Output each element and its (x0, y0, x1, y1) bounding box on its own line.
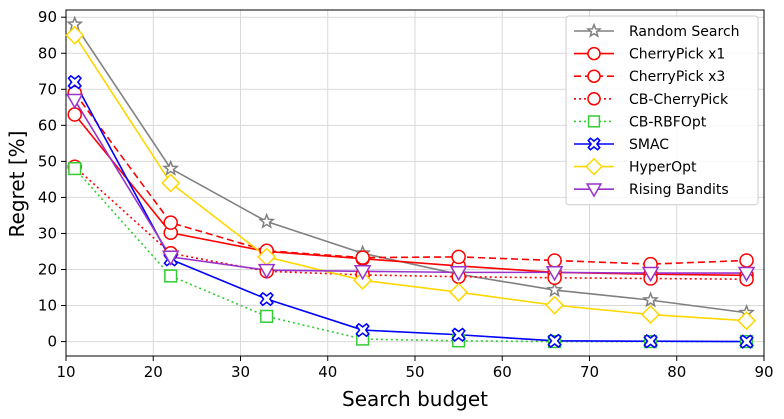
x-axis-label: Search budget (342, 387, 488, 411)
y-tick-label: 60 (38, 116, 57, 134)
legend-label: HyperOpt (629, 160, 697, 176)
data-point (641, 266, 660, 283)
series-markers (65, 15, 757, 349)
data-point (67, 74, 82, 90)
data-point (547, 333, 562, 349)
data-point (65, 93, 84, 110)
x-tick-label: 60 (493, 363, 512, 381)
data-point (546, 281, 564, 298)
legend-marker (586, 22, 602, 38)
data-point (451, 249, 466, 265)
data-point (547, 253, 562, 268)
legend-label: CB-CherryPick (629, 92, 729, 108)
data-point (739, 253, 754, 268)
series-line (74, 168, 747, 343)
data-point (737, 266, 756, 283)
data-point (449, 282, 469, 302)
legend-label: CB-RBFOpt (629, 114, 707, 130)
data-point (545, 295, 565, 315)
y-tick-label: 20 (38, 261, 57, 279)
series-line (74, 92, 747, 265)
series-lines (74, 23, 747, 343)
legend-marker (587, 92, 601, 106)
legend-box (565, 15, 759, 206)
y-tick-label: 50 (38, 152, 57, 170)
data-point (545, 266, 564, 282)
series-line (74, 23, 747, 314)
x-tick-label: 40 (318, 363, 337, 381)
legend-label: SMAC (629, 137, 669, 153)
x-tick-label: 20 (144, 363, 163, 381)
data-point (260, 309, 274, 323)
data-point (164, 269, 178, 283)
legend-marker (587, 69, 601, 83)
series-line (74, 166, 747, 281)
y-axis-label: Regret [%] (5, 131, 29, 238)
axes: 10 20 30 40 50 60 70 80 90 0 10 20 30 40 50 60 70 80 90 (38, 8, 774, 381)
data-point (163, 215, 178, 230)
legend-marker (587, 137, 601, 151)
data-point (258, 212, 276, 229)
x-tick-label: 90 (754, 363, 773, 381)
data-point (641, 305, 661, 325)
legend-label: Rising Bandits (629, 182, 729, 198)
data-point (643, 333, 658, 349)
y-tick-label: 0 (47, 333, 57, 351)
data-point (451, 327, 466, 342)
data-point (161, 173, 181, 193)
data-point (355, 322, 370, 338)
data-point (259, 291, 274, 307)
data-point (642, 291, 660, 308)
data-point (355, 250, 370, 265)
data-point (737, 311, 757, 331)
legend-label: CherryPick x3 (629, 69, 725, 85)
series-line (74, 81, 747, 343)
legend-marker (585, 183, 603, 198)
series-line (74, 34, 747, 322)
data-point (67, 107, 82, 122)
data-point (449, 266, 468, 282)
x-tick-label: 50 (405, 363, 424, 381)
legend-marker (585, 157, 603, 176)
x-tick-label: 70 (580, 363, 599, 381)
x-tick-label: 80 (667, 363, 686, 381)
y-tick-label: 80 (38, 44, 57, 62)
y-tick-label: 90 (38, 8, 57, 26)
data-point (65, 25, 85, 45)
y-tick-label: 10 (38, 297, 57, 315)
legend-label: CherryPick x1 (629, 47, 725, 63)
data-point (739, 334, 754, 349)
legend: Random Search CherryPick x1 CherryPick x3 C… (565, 15, 759, 206)
data-point (68, 161, 82, 176)
y-tick-label: 30 (38, 224, 57, 242)
series-line (74, 99, 747, 274)
legend-label: Random Search (629, 24, 740, 40)
data-point (353, 270, 373, 290)
y-tick-label: 70 (38, 80, 57, 98)
legend-marker (587, 46, 601, 61)
series-line (74, 114, 747, 277)
data-point (161, 250, 180, 266)
legend-marker (587, 115, 601, 128)
x-tick-label: 30 (231, 363, 250, 381)
data-point (353, 264, 372, 281)
data-point (162, 159, 180, 176)
x-tick-label: 10 (56, 363, 75, 381)
data-point (257, 263, 276, 280)
y-tick-label: 40 (38, 188, 57, 206)
